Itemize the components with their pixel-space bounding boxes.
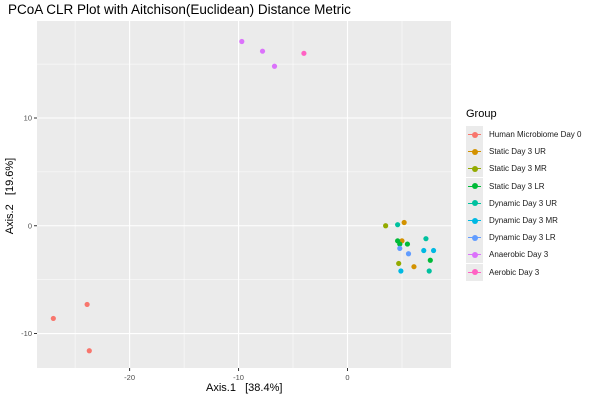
legend-key-icon xyxy=(466,229,483,247)
legend-dot xyxy=(471,269,478,276)
legend-dot xyxy=(471,234,478,241)
legend-label: Dynamic Day 3 UR xyxy=(489,198,558,208)
legend-label: Dynamic Day 3 LR xyxy=(489,233,556,243)
x-tick-label: -20 xyxy=(124,373,135,382)
legend-label: Human Microbiome Day 0 xyxy=(489,130,582,140)
legend-label: Dynamic Day 3 MR xyxy=(489,216,558,226)
data-point xyxy=(405,251,412,257)
y-tick-label: 0 xyxy=(28,221,32,230)
data-point xyxy=(426,268,432,274)
legend: Group Human Microbiome Day 0 Static Day 3… xyxy=(466,108,581,281)
data-point xyxy=(84,301,90,308)
y-axis-label: Axis.2 [19.6%] xyxy=(4,157,16,235)
legend-key-icon xyxy=(466,126,483,144)
legend-dot xyxy=(471,165,478,172)
legend-title: Group xyxy=(466,108,497,120)
data-point xyxy=(427,257,433,263)
data-point xyxy=(430,247,437,254)
data-point xyxy=(404,241,411,247)
data-point xyxy=(383,223,389,229)
data-points xyxy=(50,38,437,354)
data-point xyxy=(401,219,407,226)
legend-dot xyxy=(471,148,478,155)
legend-label: Static Day 3 LR xyxy=(489,181,545,191)
legend-item: Dynamic Day 3 MR xyxy=(466,212,581,230)
data-point xyxy=(395,222,401,228)
legend-item: Aerobic Day 3 xyxy=(466,263,581,281)
x-tick-label: 0 xyxy=(345,373,349,382)
data-point xyxy=(50,315,56,322)
major-gridlines xyxy=(37,21,451,368)
legend-key-icon xyxy=(466,143,483,161)
data-point xyxy=(397,245,403,251)
data-point xyxy=(423,236,429,242)
axis-ticks: -20 -10 0 -10 0 10 xyxy=(21,114,349,382)
data-point xyxy=(271,63,278,69)
legend-item: Dynamic Day 3 LR xyxy=(466,229,581,247)
data-point xyxy=(395,238,401,244)
legend-item: Static Day 3 UR xyxy=(466,143,581,161)
legend-item: Static Day 3 MR xyxy=(466,160,581,178)
x-axis-label: Axis.1 [38.4%] xyxy=(206,382,283,394)
data-point xyxy=(421,247,427,254)
x-tick-label: -10 xyxy=(233,373,244,382)
legend-label: Aerobic Day 3 xyxy=(489,267,540,277)
data-point xyxy=(396,260,402,267)
legend-item: Static Day 3 LR xyxy=(466,177,581,195)
chart-title: PCoA CLR Plot with Aitchison(Euclidean) … xyxy=(8,2,351,17)
legend-key-icon xyxy=(466,212,483,230)
data-point xyxy=(411,264,417,270)
legend-dot xyxy=(471,217,478,224)
legend-key-icon xyxy=(466,246,483,264)
legend-dot xyxy=(471,251,478,258)
legend-dot xyxy=(471,183,478,190)
legend-item: Anaerobic Day 3 xyxy=(466,246,581,264)
legend-key-icon xyxy=(466,177,483,195)
data-point xyxy=(301,50,307,56)
legend-items: Human Microbiome Day 0 Static Day 3 UR Sta… xyxy=(466,126,581,281)
legend-item: Human Microbiome Day 0 xyxy=(466,126,582,144)
legend-label: Static Day 3 UR xyxy=(489,147,546,157)
data-point xyxy=(239,38,245,45)
plot-panel xyxy=(37,21,451,368)
legend-label: Static Day 3 MR xyxy=(489,164,547,174)
legend-key-icon xyxy=(466,194,483,212)
legend-item: Dynamic Day 3 UR xyxy=(466,194,581,212)
y-tick-label: -10 xyxy=(21,329,32,338)
legend-key-icon xyxy=(466,263,483,281)
legend-dot xyxy=(471,131,478,138)
minor-gridlines xyxy=(37,21,451,368)
legend-label: Anaerobic Day 3 xyxy=(489,250,549,260)
data-point xyxy=(86,348,92,354)
data-point xyxy=(398,268,404,274)
legend-dot xyxy=(471,200,478,207)
data-point xyxy=(259,48,266,54)
legend-key-icon xyxy=(466,160,483,178)
y-tick-label: 10 xyxy=(24,114,32,123)
